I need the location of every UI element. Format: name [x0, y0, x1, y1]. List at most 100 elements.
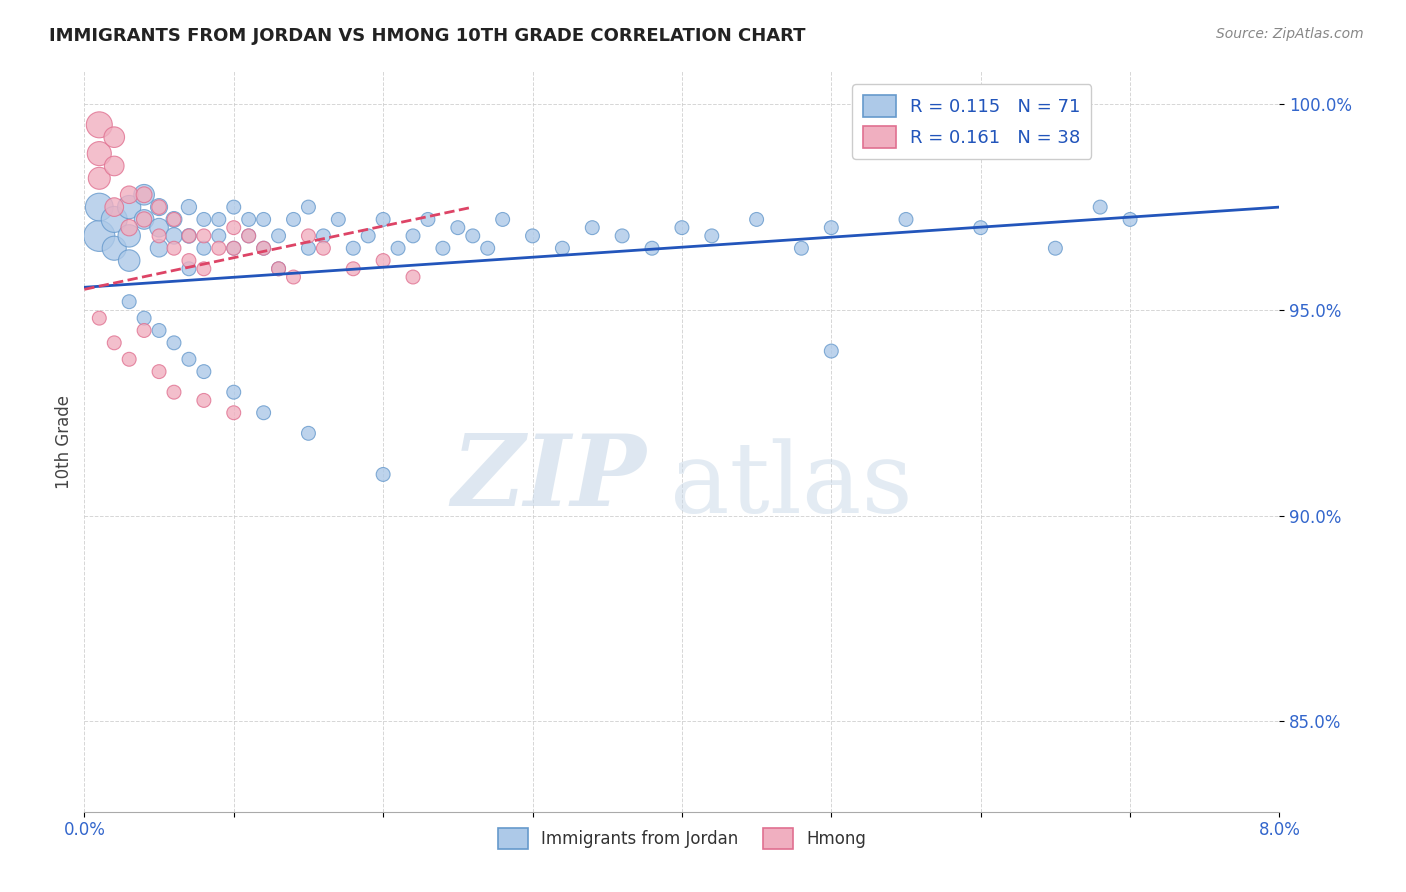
Point — [416, 212, 439, 227]
Point — [177, 253, 200, 268]
Point — [132, 324, 156, 338]
Point — [193, 212, 215, 227]
Point — [177, 200, 200, 214]
Point — [222, 241, 245, 255]
Point — [894, 212, 917, 227]
Point — [1119, 212, 1142, 227]
Point — [208, 241, 231, 255]
Point — [820, 220, 842, 235]
Point — [328, 212, 350, 227]
Point — [103, 130, 125, 145]
Point — [163, 228, 186, 243]
Point — [1045, 241, 1067, 255]
Point — [118, 294, 141, 309]
Point — [238, 228, 260, 243]
Point — [297, 228, 319, 243]
Point — [103, 241, 125, 255]
Point — [148, 324, 170, 338]
Point — [163, 385, 186, 400]
Point — [89, 228, 111, 243]
Text: ZIP: ZIP — [451, 430, 647, 527]
Legend: Immigrants from Jordan, Hmong: Immigrants from Jordan, Hmong — [491, 822, 873, 855]
Point — [342, 241, 364, 255]
Point — [148, 365, 170, 379]
Point — [103, 335, 125, 350]
Point — [103, 159, 125, 173]
Point — [253, 212, 276, 227]
Point — [222, 200, 245, 214]
Point — [745, 212, 768, 227]
Point — [700, 228, 723, 243]
Point — [177, 261, 200, 276]
Point — [132, 212, 156, 227]
Point — [89, 171, 111, 186]
Point — [132, 212, 156, 227]
Point — [402, 228, 425, 243]
Point — [118, 253, 141, 268]
Point — [193, 365, 215, 379]
Point — [118, 187, 141, 202]
Text: IMMIGRANTS FROM JORDAN VS HMONG 10TH GRADE CORRELATION CHART: IMMIGRANTS FROM JORDAN VS HMONG 10TH GRA… — [49, 27, 806, 45]
Point — [89, 146, 111, 161]
Point — [89, 311, 111, 326]
Point — [267, 228, 290, 243]
Point — [477, 241, 499, 255]
Text: atlas: atlas — [671, 438, 912, 533]
Y-axis label: 10th Grade: 10th Grade — [55, 394, 73, 489]
Point — [238, 228, 260, 243]
Point — [373, 253, 395, 268]
Point — [267, 261, 290, 276]
Point — [461, 228, 484, 243]
Point — [373, 467, 395, 482]
Point — [357, 228, 380, 243]
Point — [132, 187, 156, 202]
Point — [103, 200, 125, 214]
Point — [1090, 200, 1112, 214]
Point — [222, 241, 245, 255]
Point — [132, 187, 156, 202]
Point — [612, 228, 634, 243]
Point — [222, 385, 245, 400]
Point — [193, 228, 215, 243]
Point — [253, 241, 276, 255]
Point — [492, 212, 515, 227]
Point — [89, 118, 111, 132]
Point — [163, 212, 186, 227]
Point — [148, 228, 170, 243]
Point — [103, 212, 125, 227]
Point — [253, 406, 276, 420]
Point — [447, 220, 470, 235]
Point — [297, 200, 319, 214]
Point — [208, 212, 231, 227]
Point — [118, 352, 141, 367]
Point — [193, 393, 215, 408]
Point — [177, 352, 200, 367]
Point — [283, 212, 305, 227]
Point — [163, 212, 186, 227]
Point — [208, 228, 231, 243]
Point — [253, 241, 276, 255]
Point — [118, 220, 141, 235]
Point — [283, 270, 305, 285]
Point — [238, 212, 260, 227]
Point — [312, 241, 335, 255]
Point — [222, 220, 245, 235]
Point — [193, 261, 215, 276]
Point — [193, 241, 215, 255]
Point — [132, 311, 156, 326]
Point — [222, 406, 245, 420]
Point — [970, 220, 993, 235]
Point — [671, 220, 693, 235]
Point — [148, 200, 170, 214]
Point — [148, 200, 170, 214]
Text: Source: ZipAtlas.com: Source: ZipAtlas.com — [1216, 27, 1364, 41]
Point — [522, 228, 544, 243]
Point — [641, 241, 664, 255]
Point — [118, 228, 141, 243]
Point — [373, 212, 395, 227]
Point — [581, 220, 603, 235]
Point — [177, 228, 200, 243]
Point — [177, 228, 200, 243]
Point — [551, 241, 574, 255]
Point — [312, 228, 335, 243]
